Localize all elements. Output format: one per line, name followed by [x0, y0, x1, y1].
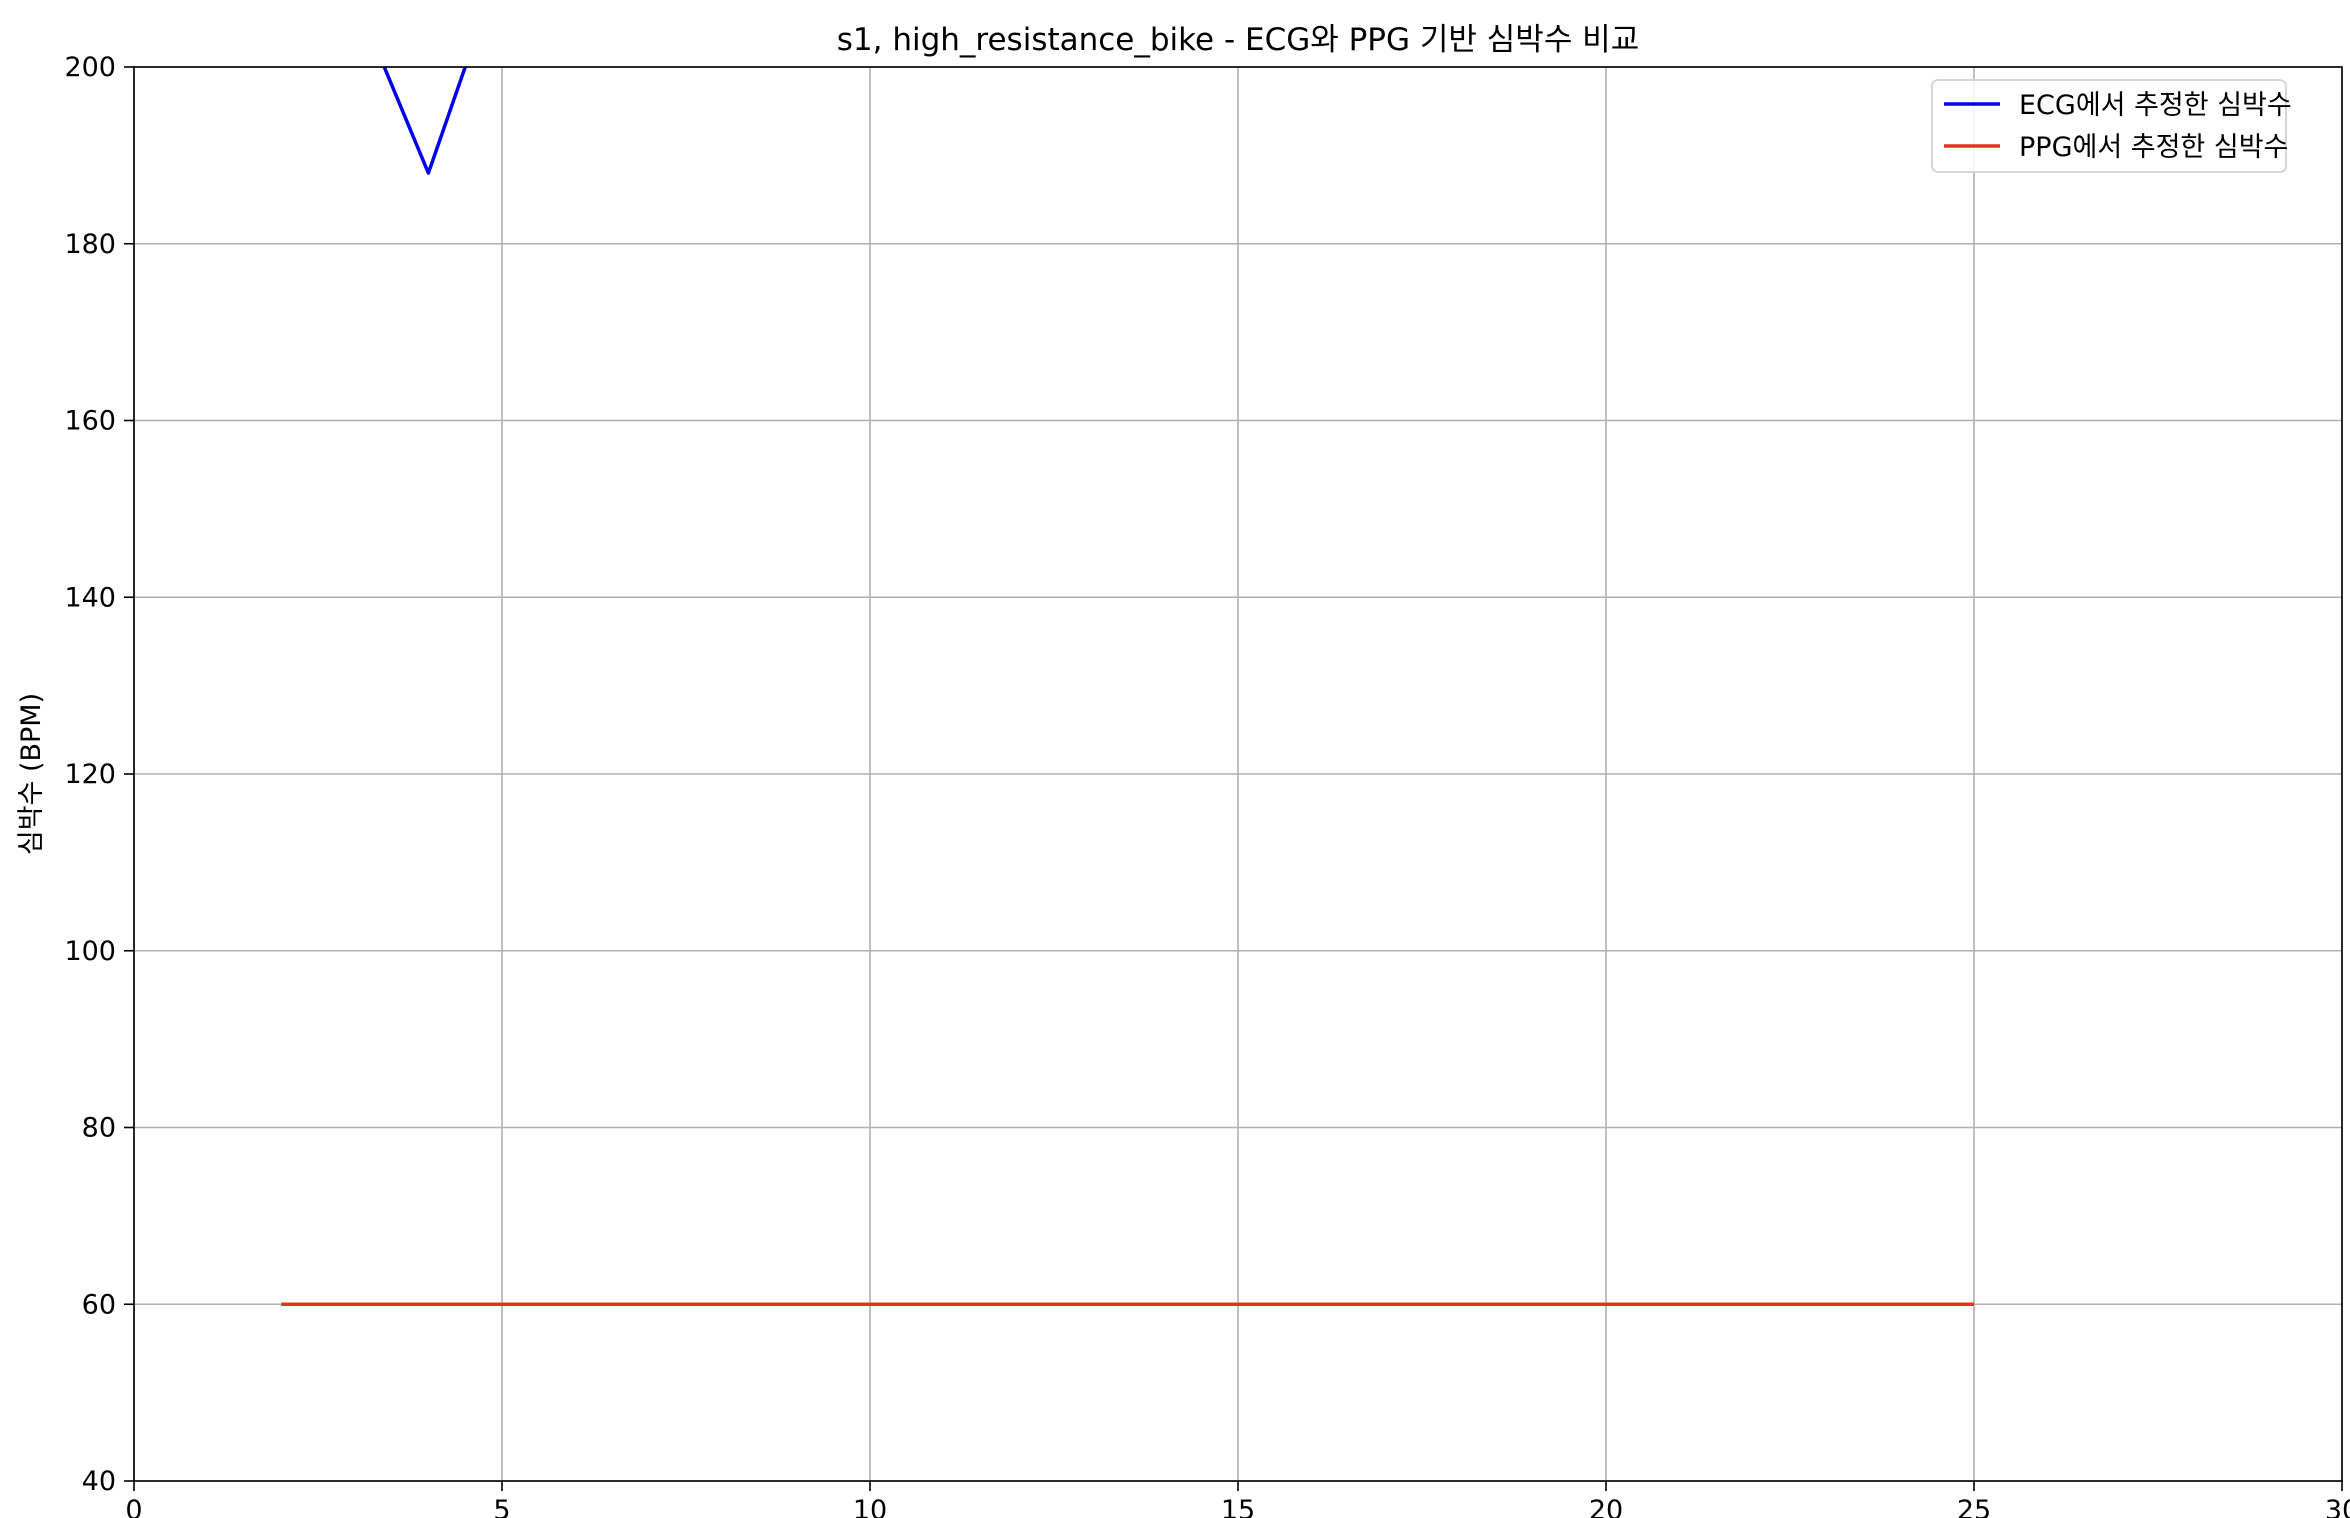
x-tick-label: 5 [493, 1495, 510, 1518]
y-axis-label: 심박수 (BPM) [16, 693, 47, 855]
y-tick-label: 200 [64, 52, 116, 83]
legend-box [1931, 79, 2287, 173]
tick-layer: 0 5 10 15 20 25 30 40 60 80 100 120 140 160 180 200 [64, 52, 2350, 1518]
legend: ECG에서 추정한 심박수 PPG에서 추정한 심박수 [1931, 79, 2292, 173]
y-tick-label: 120 [64, 759, 116, 790]
y-tick-label: 100 [64, 936, 116, 967]
chart-title: s1, high_resistance_bike - ECG와 PPG 기반 심… [837, 22, 1639, 58]
legend-label-ecg: ECG에서 추정한 심박수 [2019, 90, 2292, 121]
grid-layer [133, 66, 2343, 1482]
y-tick-label: 180 [64, 229, 116, 260]
x-tick-label: 15 [1221, 1495, 1255, 1518]
y-tick-label: 40 [82, 1466, 116, 1497]
x-tick-label: 20 [1589, 1495, 1623, 1518]
x-tick-label: 25 [1957, 1495, 1991, 1518]
y-tick-label: 80 [82, 1113, 116, 1144]
y-tick-label: 140 [64, 582, 116, 613]
legend-label-ppg: PPG에서 추정한 심박수 [2019, 132, 2288, 163]
x-tick-label: 30 [2325, 1495, 2350, 1518]
y-tick-label: 160 [64, 406, 116, 437]
ecg-heart-rate-line [382, 67, 468, 175]
x-tick-label: 10 [853, 1495, 887, 1518]
series-layer [281, 67, 1974, 1306]
x-tick-label: 0 [125, 1495, 142, 1518]
y-tick-label: 60 [82, 1289, 116, 1320]
